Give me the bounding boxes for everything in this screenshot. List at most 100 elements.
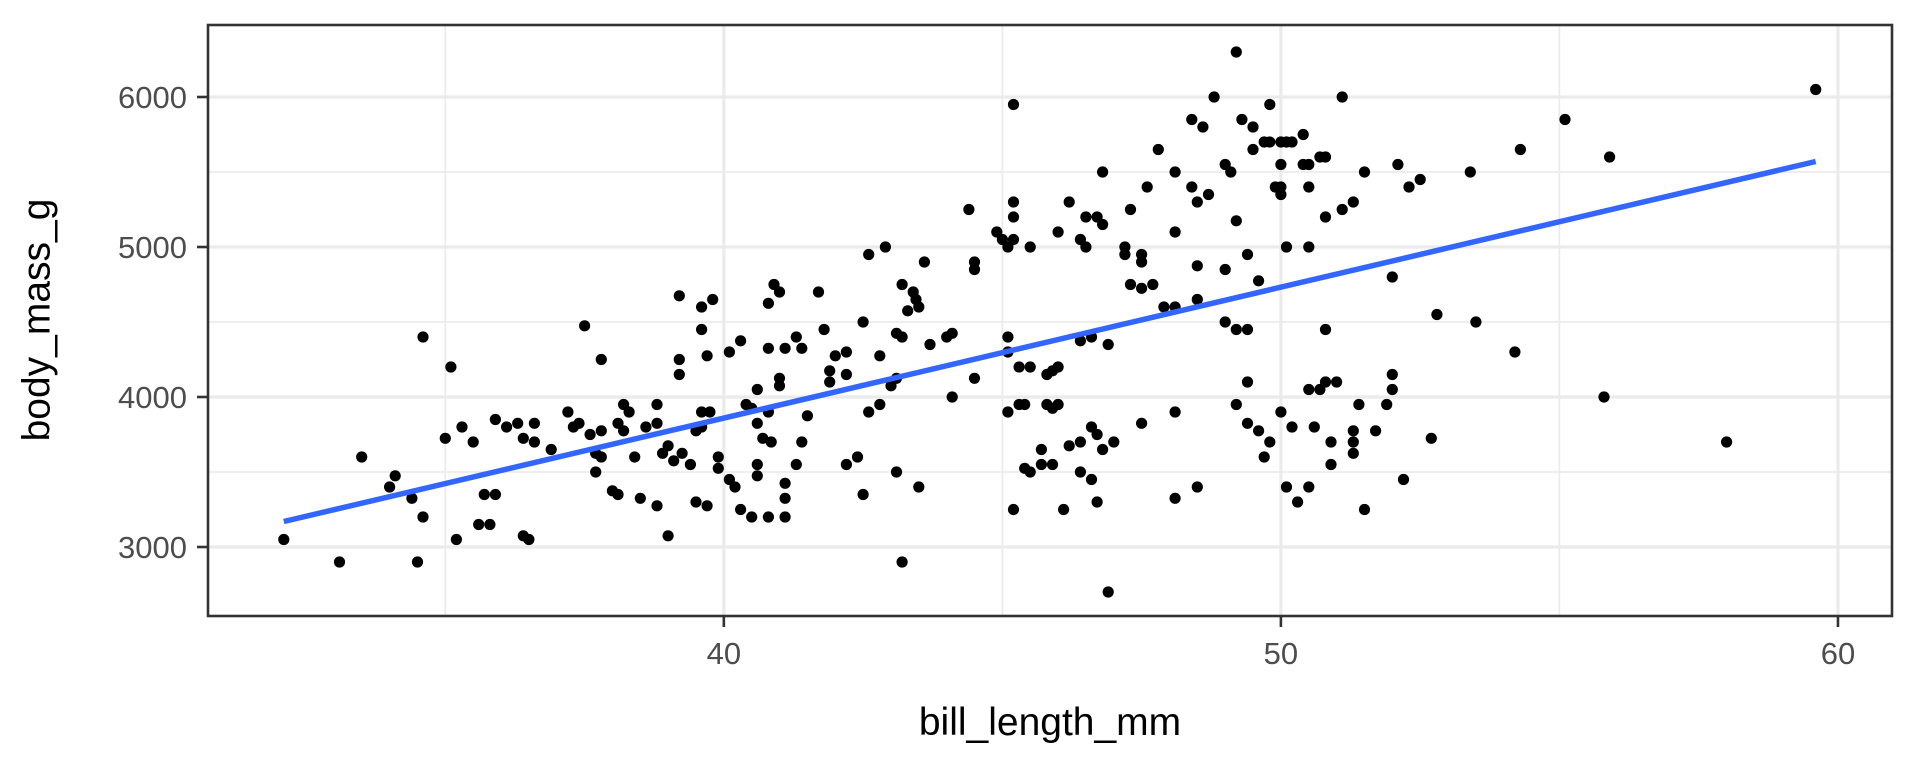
data-point: [612, 488, 624, 501]
data-point: [651, 398, 663, 411]
data-point: [1074, 436, 1086, 448]
data-point: [579, 320, 591, 332]
data-point: [473, 518, 485, 531]
data-point: [623, 406, 635, 418]
data-point: [640, 421, 652, 433]
data-point: [729, 481, 741, 493]
data-point: [840, 458, 853, 471]
y-tick-label: 3000: [118, 530, 187, 565]
data-point: [1024, 361, 1036, 373]
data-point: [629, 451, 641, 463]
data-point: [1559, 113, 1571, 126]
data-point: [1514, 143, 1526, 156]
data-point: [696, 406, 708, 418]
data-point: [445, 361, 457, 373]
data-point: [662, 440, 674, 452]
data-point: [389, 470, 401, 482]
data-point: [762, 511, 775, 523]
data-point: [1035, 458, 1047, 471]
data-point: [712, 451, 724, 463]
data-point: [902, 305, 914, 317]
data-point: [1169, 226, 1181, 238]
data-point: [1141, 181, 1153, 193]
data-point: [1303, 383, 1315, 396]
data-point: [411, 556, 424, 568]
data-point: [489, 413, 501, 426]
data-point: [651, 500, 663, 512]
data-point: [673, 353, 685, 366]
data-point: [662, 530, 674, 542]
y-tick-label: 5000: [118, 230, 187, 265]
x-tick-label: 50: [1264, 636, 1298, 671]
data-point: [573, 417, 585, 429]
data-point: [484, 518, 496, 531]
data-point: [1509, 346, 1521, 358]
data-point: [1091, 496, 1103, 508]
data-point: [1091, 428, 1103, 441]
data-point: [1063, 440, 1075, 452]
data-point: [1236, 113, 1248, 126]
data-point: [796, 436, 808, 448]
data-point: [1019, 398, 1031, 411]
data-point: [701, 500, 713, 512]
data-point: [1319, 376, 1332, 388]
data-point: [417, 331, 429, 343]
data-point: [1119, 248, 1131, 261]
data-point: [1191, 481, 1203, 493]
data-point: [1303, 158, 1315, 171]
data-point: [851, 451, 864, 463]
data-point: [618, 425, 630, 437]
data-point: [478, 488, 490, 501]
data-point: [696, 301, 708, 313]
data-point: [779, 511, 791, 523]
data-point: [751, 383, 763, 396]
data-point: [1347, 196, 1359, 208]
data-point: [1303, 241, 1315, 253]
data-point: [528, 417, 541, 429]
data-point: [765, 436, 777, 448]
data-point: [406, 492, 418, 504]
data-point: [790, 458, 802, 471]
data-point: [818, 323, 830, 336]
data-point: [1241, 248, 1254, 261]
data-point: [1197, 121, 1209, 133]
data-point: [1108, 436, 1120, 448]
regression-line: [283, 158, 1817, 525]
data-point: [1325, 458, 1337, 471]
data-point: [723, 346, 736, 358]
data-point: [1219, 263, 1231, 276]
data-point: [1136, 417, 1148, 429]
data-point: [1253, 275, 1265, 287]
data-point: [1136, 282, 1148, 294]
data-point: [1247, 143, 1259, 156]
data-point: [1336, 203, 1348, 216]
data-point: [595, 425, 607, 437]
data-point: [1186, 181, 1198, 193]
data-point: [1381, 398, 1393, 411]
data-point: [824, 376, 836, 388]
data-point: [1169, 166, 1181, 178]
data-point: [1275, 406, 1287, 418]
data-point: [1097, 218, 1109, 231]
data-point: [1241, 323, 1254, 336]
data-point: [963, 203, 975, 216]
data-point: [1470, 316, 1482, 328]
data-point: [874, 398, 886, 411]
data-point: [1241, 376, 1254, 388]
y-axis-title: body_mass_g: [15, 198, 59, 442]
data-point: [584, 428, 596, 441]
data-point: [1024, 466, 1036, 478]
data-point: [762, 297, 775, 309]
data-point: [1007, 211, 1020, 223]
data-point: [1331, 376, 1343, 388]
data-point: [1464, 166, 1476, 178]
data-point: [1074, 335, 1086, 347]
data-point: [1046, 365, 1059, 377]
data-point: [1308, 421, 1320, 433]
x-axis-title: bill_length_mm: [918, 701, 1182, 744]
data-point: [1230, 215, 1242, 227]
data-point: [1264, 98, 1276, 111]
y-tick-label: 4000: [118, 380, 187, 415]
data-point: [1264, 436, 1276, 448]
